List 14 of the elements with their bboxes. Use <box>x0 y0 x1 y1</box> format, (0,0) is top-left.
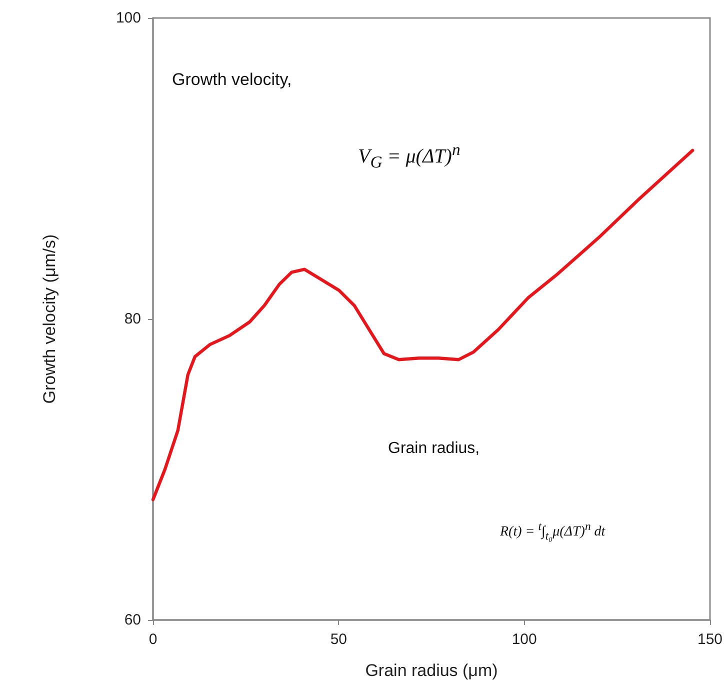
y-axis-title: Growth velocity (μm/s) <box>40 234 59 404</box>
x-tick-label: 150 <box>697 631 723 648</box>
y-tick-label: 100 <box>116 10 141 26</box>
annotation: V$_{G}$ = μ(ΔT)$^{n}$ <box>358 140 460 173</box>
y-tick-label: 60 <box>124 612 141 628</box>
annotation: R(t) = $^{t}$∫$_{t₀}$μ(ΔT)$^{n}$ dt <box>500 520 606 542</box>
line-series <box>151 148 694 502</box>
annotation: Grain radius, <box>388 440 480 458</box>
x-tick-label: 100 <box>512 631 537 648</box>
annotation: Growth velocity, <box>172 70 292 90</box>
y-tick-label: 80 <box>124 310 141 328</box>
x-axis-title: Grain radius (μm) <box>365 661 498 680</box>
x-tick-label: 50 <box>330 631 348 648</box>
x-tick-label: 0 <box>148 631 158 648</box>
